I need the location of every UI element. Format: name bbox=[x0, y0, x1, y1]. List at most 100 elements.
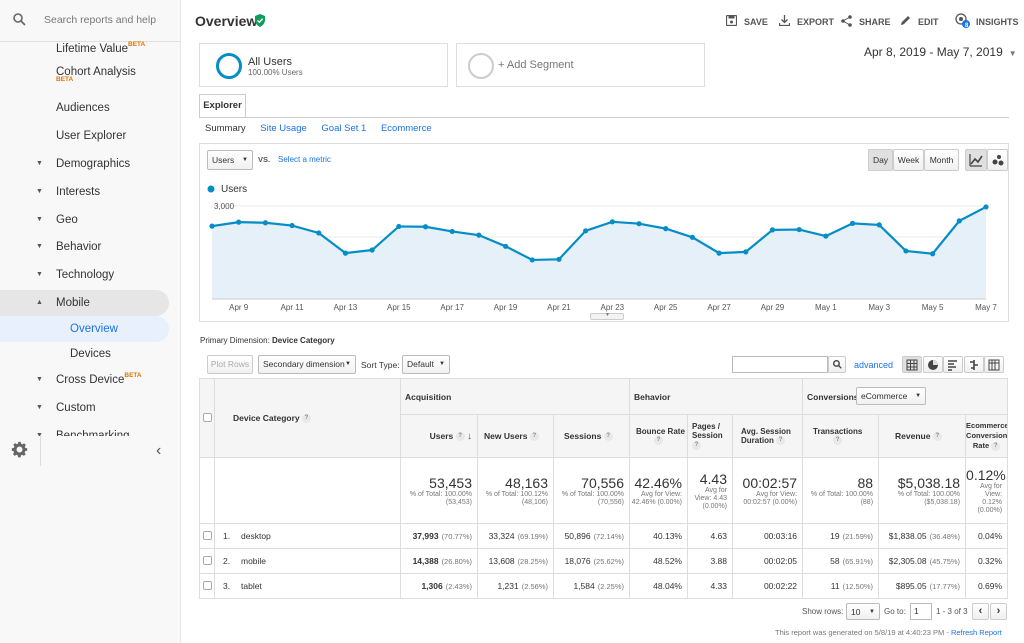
select-all-cell bbox=[199, 378, 215, 458]
tab-ecommerce[interactable]: Ecommerce bbox=[380, 123, 432, 134]
secondary-dimension-select[interactable]: Secondary dimension ▼ bbox=[258, 355, 356, 374]
day-button[interactable]: Day bbox=[868, 149, 893, 171]
motion-chart-button[interactable] bbox=[987, 149, 1008, 171]
chart-resize-handle[interactable]: ▼ bbox=[590, 312, 624, 320]
segment-all-users[interactable]: All Users 100.00% Users bbox=[199, 43, 448, 87]
dim-header-cell: Device Category ? bbox=[214, 378, 401, 458]
row-checkbox[interactable] bbox=[202, 530, 212, 540]
export-button[interactable]: EXPORT bbox=[779, 15, 834, 29]
metric-select[interactable]: Users ▼ bbox=[207, 150, 253, 170]
legend-label: Users bbox=[221, 184, 247, 195]
help-icon: ? bbox=[302, 414, 311, 424]
edit-button[interactable]: EDIT bbox=[900, 15, 940, 29]
tab-summary[interactable]: Summary bbox=[205, 123, 246, 134]
collapse-sidebar-icon[interactable]: ‹ bbox=[156, 442, 162, 459]
totals-row: 53,453% of Total: 100.00% (53,453) 48,16… bbox=[199, 457, 1009, 524]
conversion-rate-cell: 0.32% bbox=[965, 548, 1009, 574]
sidebar-item-benchmarking[interactable]: ▼ Benchmarking bbox=[0, 423, 181, 436]
table-search-input[interactable] bbox=[732, 356, 828, 373]
col-new-users[interactable]: New Users ? bbox=[477, 414, 554, 458]
sidebar-item-geo[interactable]: ▼ Geo bbox=[0, 207, 181, 233]
sidebar-item-demographics[interactable]: ▼ Demographics bbox=[0, 151, 181, 177]
data-point bbox=[262, 220, 268, 226]
data-table: Device Category ? Acquisition Behavior C… bbox=[199, 378, 1009, 599]
search-input[interactable]: Search reports and help bbox=[44, 14, 157, 26]
conversion-type-select[interactable]: eCommerce ▼ bbox=[856, 387, 927, 405]
refresh-report-link[interactable]: Refresh Report bbox=[950, 628, 1002, 637]
sidebar-item-audiences[interactable]: Audiences bbox=[56, 102, 110, 114]
caret-down-icon: ▼ bbox=[36, 216, 43, 223]
col-revenue[interactable]: Revenue ? bbox=[878, 414, 967, 458]
help-icon: ? bbox=[692, 440, 701, 450]
pivot-view-button[interactable] bbox=[984, 356, 1004, 373]
gear-icon[interactable] bbox=[11, 441, 28, 458]
device-cell: 2. mobile bbox=[214, 548, 401, 574]
x-tick-label: Apr 29 bbox=[761, 303, 785, 312]
col-avg-session-duration[interactable]: Avg. Session Duration ? bbox=[731, 414, 804, 458]
sidebar-item-custom[interactable]: ▼ Custom bbox=[0, 395, 181, 421]
table-search-button[interactable] bbox=[828, 356, 846, 373]
row-checkbox[interactable] bbox=[202, 555, 212, 565]
col-users[interactable]: Users ? ↓ bbox=[400, 414, 478, 458]
sidebar-search[interactable]: Search reports and help bbox=[0, 0, 181, 42]
tab-explorer[interactable]: Explorer bbox=[199, 94, 246, 117]
help-icon: ? bbox=[932, 432, 942, 442]
prev-page-button[interactable]: ‹ bbox=[972, 603, 989, 620]
table-row: 3. tablet 1,306 (2.43%) 1,231 (2.56%) 1,584 (2.… bbox=[199, 573, 1009, 599]
sidebar-item-technology[interactable]: ▼ Technology bbox=[0, 262, 181, 288]
tab-goal-set-1[interactable]: Goal Set 1 bbox=[321, 123, 367, 134]
share-button[interactable]: SHARE bbox=[841, 15, 891, 29]
data-point bbox=[369, 247, 375, 253]
device-link[interactable]: tablet bbox=[241, 581, 262, 591]
sidebar-item-devices[interactable]: Devices bbox=[70, 348, 111, 360]
pages-cell: 3.88 bbox=[687, 548, 733, 574]
col-ecommerce-conversion-rate[interactable]: Ecommerce Conversion Rate ? bbox=[965, 414, 1009, 458]
select-metric-link[interactable]: Select a metric bbox=[278, 155, 331, 164]
goto-page-input[interactable]: 1 bbox=[910, 603, 932, 620]
save-button[interactable]: SAVE bbox=[726, 15, 782, 29]
col-sessions[interactable]: Sessions ? bbox=[553, 414, 630, 458]
tab-site-usage[interactable]: Site Usage bbox=[260, 123, 307, 134]
col-bounce-rate[interactable]: Bounce Rate? bbox=[629, 414, 688, 458]
device-link[interactable]: mobile bbox=[241, 556, 267, 566]
data-point bbox=[209, 223, 215, 229]
pie-view-button[interactable] bbox=[922, 356, 943, 373]
data-point bbox=[476, 232, 482, 238]
pencil-icon bbox=[901, 16, 910, 25]
next-page-button[interactable]: › bbox=[990, 603, 1007, 620]
total-cell: 53,453% of Total: 100.00% (53,453) bbox=[400, 457, 478, 524]
sidebar-item-lifetime-value[interactable]: Lifetime ValueBETA bbox=[56, 41, 146, 55]
bubble-chart-icon bbox=[992, 155, 1003, 166]
x-tick-label: Apr 15 bbox=[387, 303, 411, 312]
data-point bbox=[716, 250, 722, 256]
sidebar-item-cohort-analysis[interactable]: Cohort Analysis BETA bbox=[56, 66, 136, 83]
x-tick-label: May 5 bbox=[922, 303, 944, 312]
sidebar-item-behavior[interactable]: ▼ Behavior bbox=[0, 234, 181, 260]
col-transactions[interactable]: Transactions? bbox=[802, 414, 880, 458]
table-view-button[interactable] bbox=[902, 356, 922, 373]
month-button[interactable]: Month bbox=[924, 149, 959, 171]
plot-rows-button[interactable]: Plot Rows bbox=[207, 355, 253, 374]
data-point bbox=[983, 204, 989, 210]
device-link[interactable]: desktop bbox=[241, 531, 271, 541]
col-pages-session[interactable]: Pages / Session ? bbox=[687, 414, 733, 458]
add-segment-button[interactable]: + Add Segment bbox=[456, 43, 705, 87]
caret-down-icon: ▼ bbox=[36, 160, 43, 167]
row-checkbox[interactable] bbox=[202, 580, 212, 590]
sidebar-footer: ‹ bbox=[0, 436, 181, 466]
week-button[interactable]: Week bbox=[893, 149, 924, 171]
date-range-picker[interactable]: Apr 8, 2019 - May 7, 2019 ▼ bbox=[864, 45, 1017, 59]
sidebar-item-overview[interactable]: Overview bbox=[0, 316, 169, 342]
select-all-checkbox[interactable] bbox=[202, 412, 212, 422]
insights-button[interactable]: 8 INSIGHTS bbox=[955, 13, 1019, 29]
advanced-filter-link[interactable]: advanced bbox=[854, 360, 894, 370]
compare-view-button[interactable] bbox=[963, 356, 984, 373]
sidebar-item-mobile[interactable]: ▲ Mobile bbox=[0, 290, 169, 316]
sidebar-item-user-explorer[interactable]: User Explorer bbox=[56, 130, 127, 142]
line-chart-button[interactable] bbox=[965, 149, 987, 171]
sort-type-select[interactable]: Default ▼ bbox=[402, 355, 450, 374]
bar-view-button[interactable] bbox=[943, 356, 963, 373]
sidebar-item-cross-device[interactable]: ▼ Cross DeviceBETA bbox=[0, 367, 181, 393]
sidebar-item-interests[interactable]: ▼ Interests bbox=[0, 179, 181, 205]
show-rows-select[interactable]: 10 ▼ bbox=[846, 603, 880, 620]
